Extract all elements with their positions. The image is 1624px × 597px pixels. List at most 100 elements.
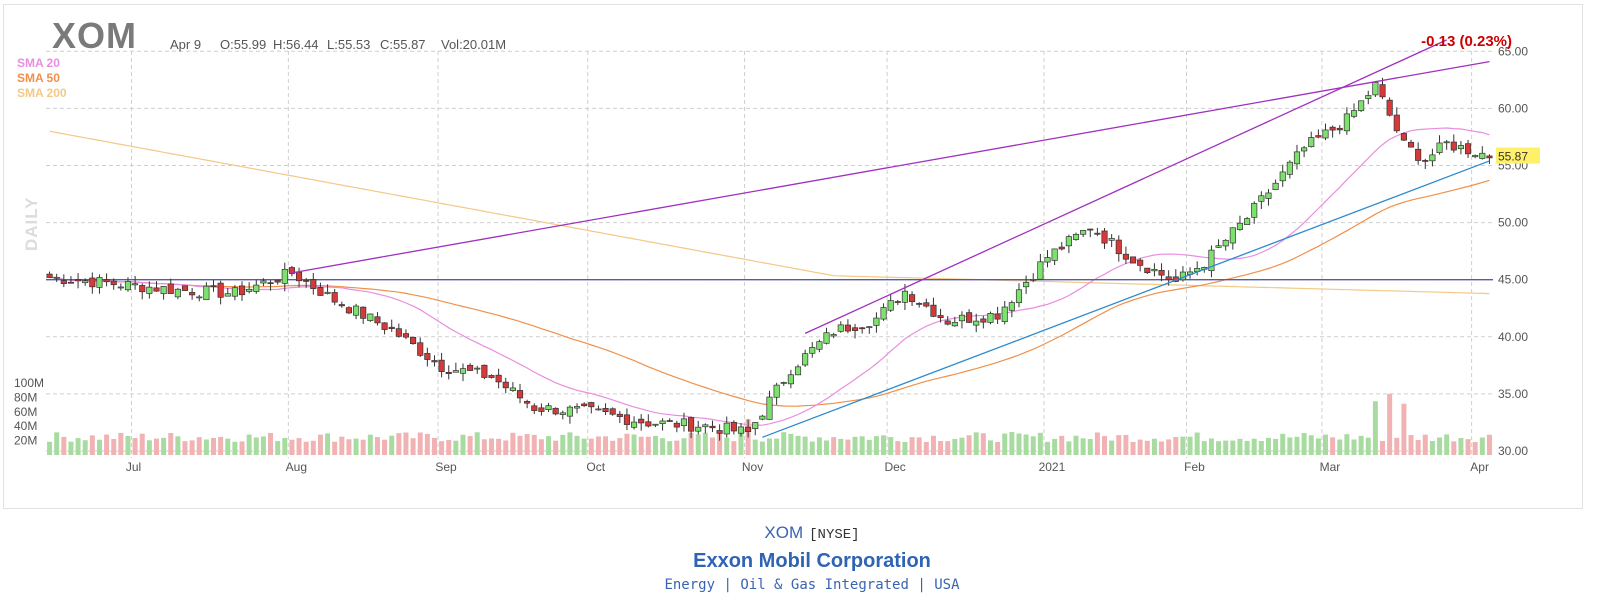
volume-bar (146, 440, 152, 455)
candle-body (1044, 257, 1051, 263)
candle-body (516, 390, 524, 399)
volume-bar (196, 437, 202, 455)
volume-bar (1486, 434, 1492, 455)
candle-body (153, 287, 160, 292)
candle-body (1023, 282, 1030, 288)
volume-bar (652, 435, 658, 455)
volume-bar (389, 435, 395, 455)
candle-body (253, 284, 260, 292)
industry-link[interactable]: Oil & Gas Integrated (740, 577, 909, 593)
candle-body (1479, 152, 1486, 159)
volume-bar (538, 439, 544, 455)
candle-body (1443, 141, 1450, 144)
volume-bar (296, 438, 302, 455)
last-price-tag (1496, 147, 1540, 164)
candle-body (909, 294, 916, 303)
candle-body (595, 408, 602, 411)
volume-bar (1422, 434, 1428, 455)
x-tick-label: Oct (586, 460, 605, 474)
volume-bar (752, 439, 758, 455)
volume-bar (603, 436, 609, 455)
candle-body (110, 280, 117, 286)
candle-body (1379, 84, 1386, 98)
candle-body (844, 324, 851, 332)
volume-bar (1458, 438, 1464, 455)
volume-bar (1159, 441, 1165, 455)
candle-body (374, 316, 381, 324)
x-tick-label: Mar (1320, 460, 1341, 474)
candle-body (1222, 239, 1229, 247)
candle-body (474, 367, 481, 370)
company-name[interactable]: Exxon Mobil Corporation (693, 550, 931, 572)
candle-body (780, 382, 787, 384)
x-tick-label: Aug (286, 460, 307, 474)
volume-bar (1151, 438, 1157, 455)
volume-bar (1037, 432, 1043, 455)
volume-bar (325, 433, 331, 455)
candle-body (823, 332, 830, 344)
volume-bar (496, 438, 502, 455)
candle-body (167, 283, 174, 294)
volume-bar (367, 434, 373, 455)
volume-bar (738, 433, 744, 455)
candle-body (745, 426, 752, 432)
candle-body (103, 279, 110, 283)
candle-body (217, 282, 224, 298)
candle-body (1251, 203, 1258, 218)
volume-bar (567, 432, 573, 455)
volume-bar (332, 441, 338, 455)
volume-bar (1294, 436, 1300, 455)
volume-bar (360, 439, 366, 455)
candle-body (1215, 245, 1222, 248)
x-tick-label: Sep (435, 460, 457, 474)
candle-body (588, 402, 595, 408)
volume-bar (916, 437, 922, 455)
volume-bar (1479, 437, 1485, 455)
candle-body (46, 273, 53, 278)
candle-body (1265, 192, 1272, 199)
volume-bar (339, 436, 345, 455)
sector-link[interactable]: Energy (664, 577, 716, 593)
volume-bar (467, 436, 473, 455)
volume-bar (938, 441, 944, 455)
volume-bar (403, 432, 409, 455)
candle-body (880, 307, 887, 320)
candle-body (1001, 306, 1008, 322)
candle-body (1208, 249, 1215, 272)
volume-bar (1444, 434, 1450, 455)
volume-bar (1358, 435, 1364, 455)
volume-bar (1180, 436, 1186, 455)
volume-bar (1337, 439, 1343, 455)
country-link[interactable]: USA (934, 577, 960, 593)
volume-bar (781, 432, 787, 455)
volume-bar (47, 441, 53, 455)
candle-body (410, 336, 417, 345)
timeframe-label: DAILY (22, 196, 41, 251)
candle-body (1244, 218, 1251, 225)
volume-bar (410, 438, 416, 455)
volume-bar (1166, 439, 1172, 455)
candle-body (96, 277, 103, 288)
candle-body (132, 283, 139, 286)
candle-body (431, 360, 438, 363)
x-tick-label: 2021 (1039, 460, 1066, 474)
candle-body (837, 324, 844, 332)
candle-body (759, 415, 766, 420)
volume-bar (638, 436, 644, 455)
price-chart[interactable]: 30.0035.0040.0045.0050.0055.0060.0065.00… (4, 5, 1584, 510)
volume-bar (510, 432, 516, 455)
volume-bar (531, 434, 537, 455)
candle-body (481, 364, 488, 378)
volume-bar (816, 437, 822, 455)
candle-body (1051, 248, 1058, 261)
candle-body (445, 371, 452, 374)
y-tick-label: 40.00 (1498, 330, 1528, 344)
candle-body (830, 334, 837, 337)
x-tick-label: Feb (1184, 460, 1205, 474)
volume-bar (802, 436, 808, 455)
sma20-legend: SMA 20 (17, 56, 60, 70)
candle-body (1322, 129, 1329, 139)
footer-symbol[interactable]: XOM (764, 523, 804, 542)
volume-bar (111, 438, 117, 455)
volume-bar (674, 440, 680, 455)
